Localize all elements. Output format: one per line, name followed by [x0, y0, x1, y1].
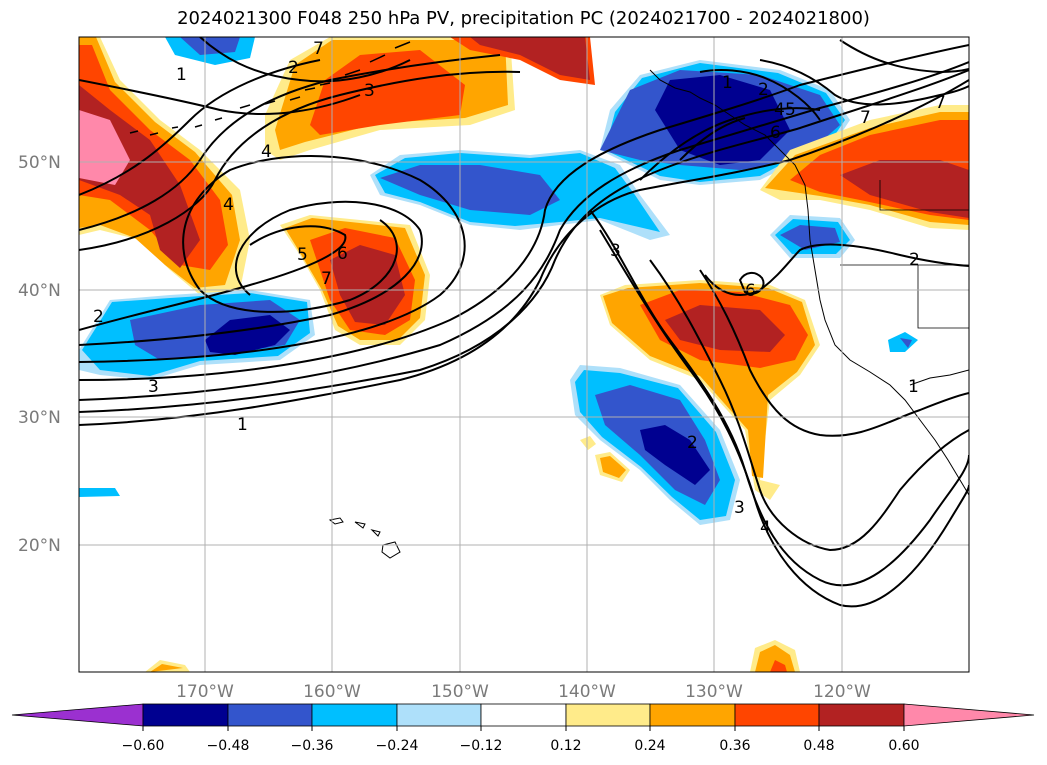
lon-label-140w: 140°W — [558, 682, 616, 702]
contour-label: 4 — [261, 142, 272, 162]
lon-label-150w: 150°W — [431, 682, 489, 702]
colorbar-segment — [734, 703, 820, 727]
colorbar-tick-label: −0.12 — [460, 738, 503, 754]
contour-label: 1 — [722, 73, 733, 93]
colorbar-segment — [480, 703, 567, 727]
contour-label: 1 — [237, 415, 248, 435]
colorbar-tick-label: −0.24 — [376, 738, 419, 754]
colorbar-tick-label: 0.48 — [803, 738, 834, 754]
contour-labels: 1 2 3 4 5 6 7 7 2 3 4 1 3 2 3 4 6 1 2 4 … — [93, 39, 946, 538]
colorbar-ticks — [142, 726, 905, 731]
colorbar-segment — [903, 703, 1035, 727]
colorbar-segment — [818, 703, 905, 727]
colorbar-tick-label: 0.24 — [634, 738, 665, 754]
contour-label: 4 — [223, 195, 234, 215]
contour-label: 3 — [734, 498, 745, 518]
lat-label-30n: 30°N — [18, 408, 61, 428]
contour-label: 6 — [745, 281, 756, 301]
colorbar-tick-label: 0.36 — [719, 738, 750, 754]
colorbar-segment — [565, 703, 651, 727]
lat-label-20n: 20°N — [18, 536, 61, 556]
colorbar-tick-label: −0.60 — [122, 738, 165, 754]
contour-label: 2 — [758, 80, 769, 100]
lon-label-130w: 130°W — [685, 682, 743, 702]
lon-label-120w: 120°W — [813, 682, 871, 702]
contour-label: 6 — [337, 244, 348, 264]
colorbar-segment — [227, 703, 313, 727]
colorbar-segment — [649, 703, 736, 727]
colorbar-segment — [396, 703, 482, 727]
lon-label-170w: 170°W — [176, 682, 234, 702]
contour-label: 4 — [774, 100, 785, 120]
colorbar — [11, 703, 1035, 727]
contour-label: 2 — [687, 433, 698, 453]
map-frame — [78, 36, 970, 673]
contour-label: 7 — [321, 269, 332, 289]
colorbar-segment — [11, 703, 144, 727]
contour-label: 7 — [313, 39, 324, 59]
colorbar-tick-label: −0.36 — [291, 738, 334, 754]
colorbar-tick-label: 0.12 — [550, 738, 581, 754]
contour-label: 1 — [908, 377, 919, 397]
colorbar-tick-label: −0.48 — [207, 738, 250, 754]
contour-label: 5 — [297, 245, 308, 265]
pv-contours — [79, 37, 969, 608]
precipitation-shading — [79, 37, 969, 672]
contour-label: 7 — [860, 108, 871, 128]
colorbar-segment — [311, 703, 398, 727]
lat-label-40n: 40°N — [18, 281, 61, 301]
graticule — [79, 37, 969, 672]
map-title: 2024021300 F048 250 hPa PV, precipitatio… — [177, 8, 870, 29]
lat-label-50n: 50°N — [18, 153, 61, 173]
contour-label: 7 — [935, 93, 946, 113]
lon-label-160w: 160°W — [303, 682, 361, 702]
contour-label: 2 — [93, 307, 104, 327]
contour-label: 2 — [288, 58, 299, 78]
contour-label: 1 — [176, 65, 187, 85]
contour-label: 4 — [760, 518, 771, 538]
contour-label: 3 — [610, 241, 621, 261]
contour-label: 2 — [909, 250, 920, 270]
colorbar-tick-label: 0.60 — [888, 738, 919, 754]
contour-label: 3 — [148, 377, 159, 397]
contour-label: 6 — [770, 123, 781, 143]
contour-label: 3 — [364, 81, 375, 101]
contour-label: 5 — [785, 100, 796, 120]
colorbar-segment — [142, 703, 229, 727]
